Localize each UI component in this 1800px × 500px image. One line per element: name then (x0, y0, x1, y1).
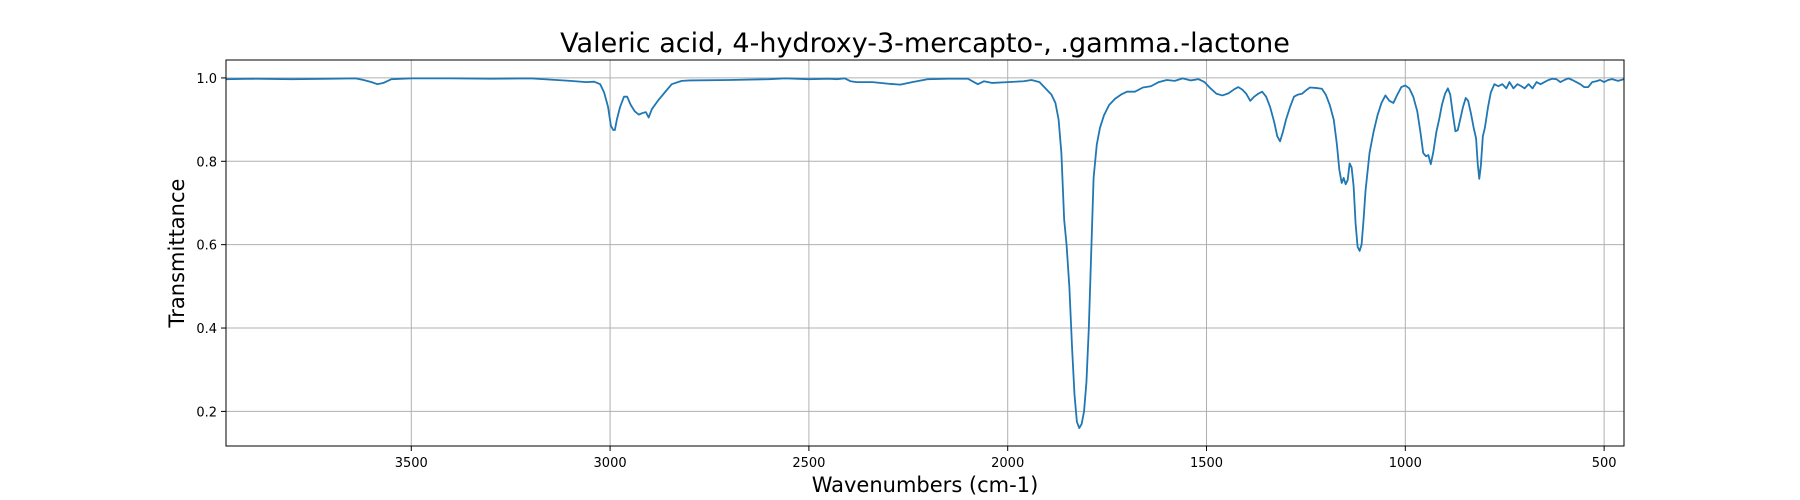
series-layer (225, 77, 1625, 429)
y-axis-label: Transmittance (165, 179, 189, 329)
y-axis-ticks: 0.2 0.4 0.6 0.8 1.0 (196, 72, 226, 420)
x-tick-label: 1500 (1190, 456, 1223, 471)
x-tick-label: 3500 (395, 456, 428, 471)
y-tick-label: 0.4 (196, 322, 217, 337)
x-tick-label: 1000 (1389, 456, 1422, 471)
chart-title: Valeric acid, 4-hydroxy-3-mercapto-, .ga… (560, 28, 1290, 59)
x-tick-label: 3000 (594, 456, 627, 471)
spectrum-line (225, 77, 1625, 429)
plot-area-frame (225, 59, 1625, 447)
x-axis-ticks: 3500 3000 2500 2000 1500 1000 500 (395, 446, 1617, 471)
x-tick-label: 2000 (991, 456, 1024, 471)
y-tick-label: 0.8 (196, 155, 217, 170)
gridlines (226, 60, 1624, 446)
y-tick-label: 1.0 (196, 72, 217, 87)
y-tick-label: 0.2 (196, 405, 217, 420)
x-axis-label: Wavenumbers (cm-1) (812, 473, 1039, 497)
x-tick-label: 2500 (792, 456, 825, 471)
y-tick-label: 0.6 (196, 239, 217, 254)
x-tick-label: 500 (1592, 456, 1617, 471)
